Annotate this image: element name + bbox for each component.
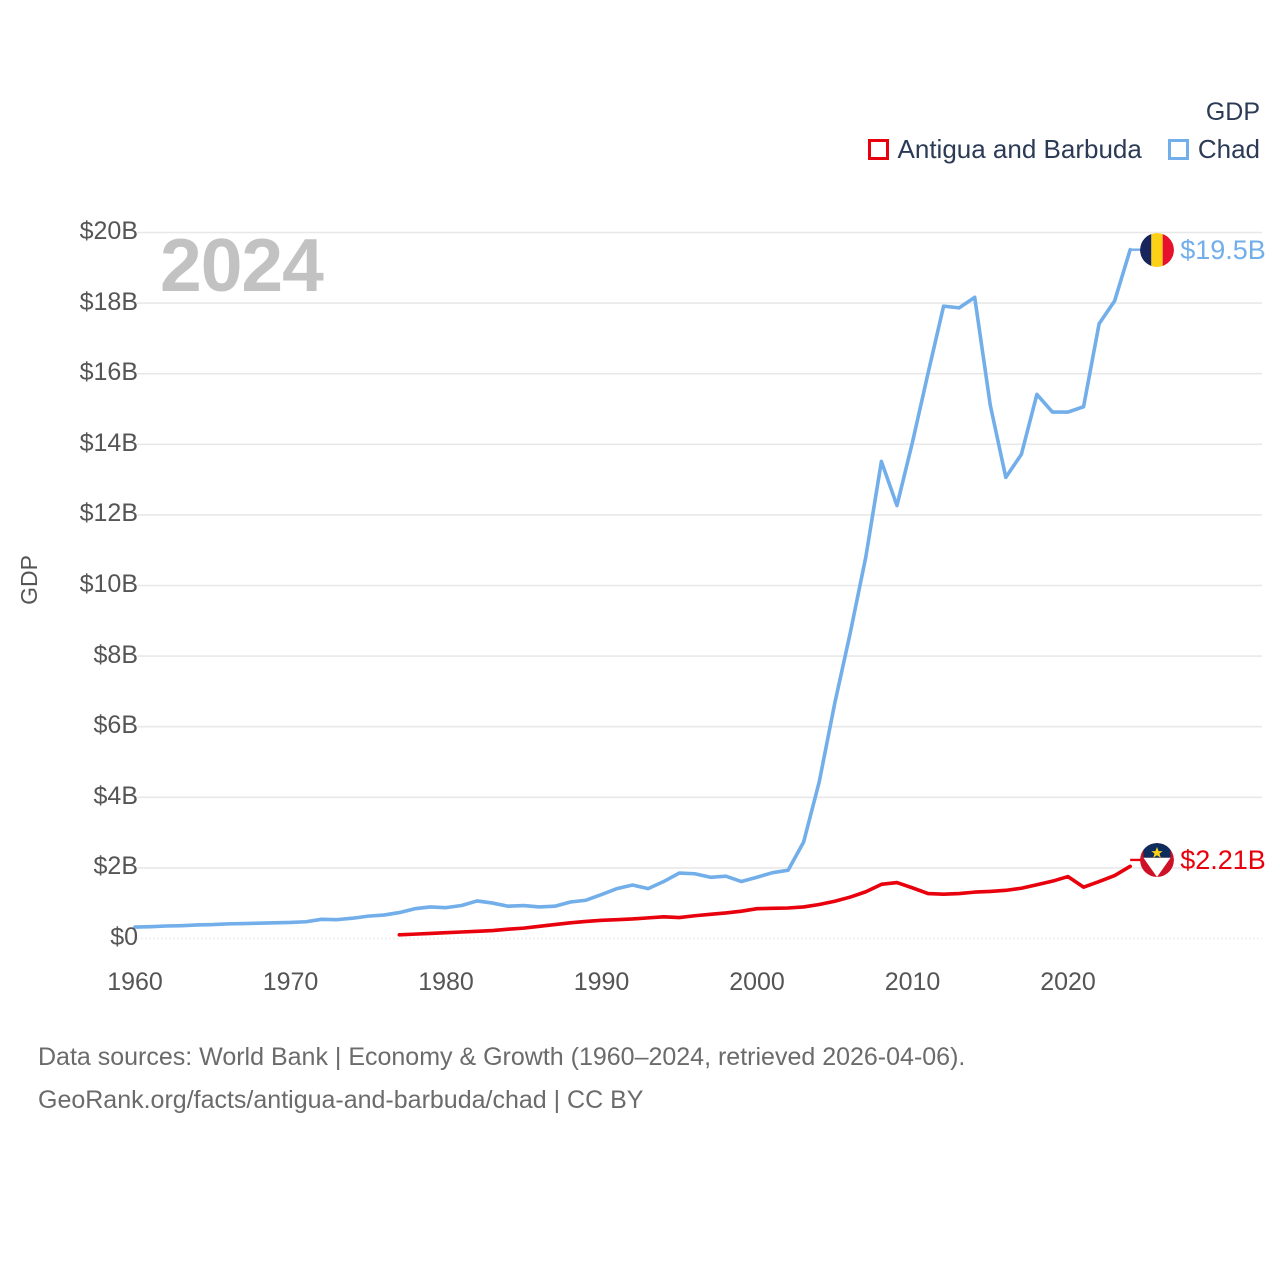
x-axis-tick: 1960 (107, 968, 163, 996)
y-axis-tick: $10B (79, 570, 138, 598)
legend-item-label: Chad (1197, 134, 1260, 164)
legend-swatch-icon (867, 138, 889, 160)
legend-entries: Antigua and Barbuda Chad (0, 134, 1262, 164)
footer-attribution: GeoRank.org/facts/antigua-and-barbuda/ch… (38, 1086, 644, 1114)
end-marker-chad[interactable]: $19.5B (1140, 232, 1266, 267)
series-line-chad (133, 247, 1132, 929)
y-axis-tick: $4B (93, 781, 138, 810)
y-axis-tick: $14B (79, 428, 138, 457)
legend-item-label: Antigua and Barbuda (897, 134, 1142, 164)
chad-flag-icon (1140, 232, 1175, 267)
year-watermark: 2024 (160, 223, 324, 307)
footer-data-sources: Data sources: World Bank | Economy & Gro… (38, 1043, 966, 1071)
x-axis-tick: 1980 (418, 968, 474, 996)
y-axis-tick: $6B (93, 711, 138, 740)
end-marker-antigua-and-barbuda[interactable]: $2.21B (1140, 842, 1266, 877)
x-axis-tick: 1970 (262, 968, 319, 996)
legend-item-antigua-and-barbuda[interactable]: Antigua and Barbuda (867, 134, 1142, 164)
y-axis-tick: $2B (93, 852, 138, 881)
end-marker-value: $2.21B (1180, 844, 1266, 875)
legend-swatch-icon (1167, 138, 1189, 160)
end-marker-value: $19.5B (1180, 234, 1266, 265)
x-axis-tick: 2020 (1040, 968, 1096, 996)
y-axis-tick: $18B (79, 287, 138, 316)
legend-item-chad[interactable]: Chad (1167, 134, 1260, 164)
y-axis-tick: $8B (93, 640, 138, 669)
antigua-and-barbuda-flag-icon (1140, 842, 1175, 877)
chart-canvas (133, 231, 1262, 940)
plot-area: GDP $0 $2B $4B $6B $8B $10B $12B $14B $16B $18B $2… (16, 217, 1266, 996)
y-axis-tick: $12B (79, 499, 138, 528)
x-axis-tick: 2010 (884, 968, 941, 996)
legend-title: GDP (1205, 98, 1260, 126)
y-axis-tick: $0 (110, 923, 138, 951)
series-line-antigua-and-barbuda (397, 864, 1132, 937)
chart-legend: GDP Antigua and Barbuda Chad (0, 96, 1262, 164)
y-axis-tick: $16B (79, 358, 138, 387)
y-axis-tick: $20B (79, 217, 138, 245)
x-axis-tick: 1990 (573, 968, 630, 996)
chart-footer: Data sources: World Bank | Economy & Gro… (38, 1036, 1238, 1122)
x-axis-tick: 2000 (729, 968, 785, 996)
